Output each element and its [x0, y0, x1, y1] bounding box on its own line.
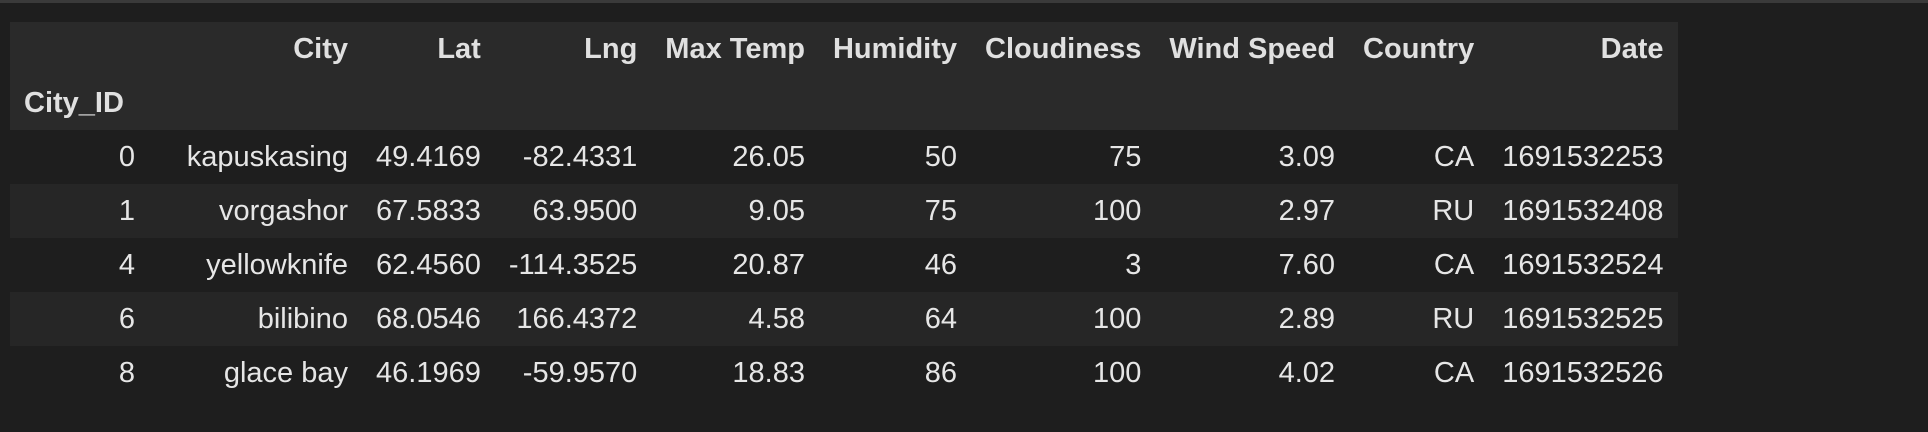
- cell-max-temp: 26.05: [651, 130, 819, 184]
- cell-date: 1691532408: [1488, 184, 1678, 238]
- cell-lat: 67.5833: [362, 184, 495, 238]
- cell-country: CA: [1349, 130, 1489, 184]
- cell-lng: 166.4372: [494, 292, 652, 346]
- cell-wind-speed: 3.09: [1155, 130, 1350, 184]
- cell-wind-speed: 7.60: [1155, 238, 1350, 292]
- dataframe-table: City Lat Lng Max Temp Humidity Cloudines…: [10, 22, 1678, 400]
- table-row: 8 glace bay 46.1969 -59.9570 18.83 86 10…: [10, 346, 1678, 400]
- cell-cloudiness: 100: [971, 292, 1156, 346]
- table-row: 1 vorgashor 67.5833 63.9500 9.05 75 100 …: [10, 184, 1678, 238]
- cell-date: 1691532524: [1488, 238, 1678, 292]
- cell-humidity: 75: [818, 184, 972, 238]
- cell-lat: 62.4560: [362, 238, 495, 292]
- cell-cloudiness: 3: [971, 238, 1156, 292]
- row-index: 4: [10, 238, 149, 292]
- row-index: 8: [10, 346, 149, 400]
- cell-humidity: 64: [818, 292, 972, 346]
- cell-country: RU: [1349, 292, 1489, 346]
- cell-date: 1691532526: [1488, 346, 1678, 400]
- cell-lng: -59.9570: [494, 346, 652, 400]
- index-row-blank: [651, 76, 819, 130]
- column-header-date: Date: [1488, 22, 1678, 76]
- cell-wind-speed: 2.97: [1155, 184, 1350, 238]
- cell-wind-speed: 2.89: [1155, 292, 1350, 346]
- cell-lat: 49.4169: [362, 130, 495, 184]
- index-row-blank: [494, 76, 652, 130]
- column-header-wind-speed: Wind Speed: [1155, 22, 1350, 76]
- column-header-lng: Lng: [494, 22, 652, 76]
- table-row: 4 yellowknife 62.4560 -114.3525 20.87 46…: [10, 238, 1678, 292]
- cell-country: CA: [1349, 346, 1489, 400]
- column-header-cloudiness: Cloudiness: [971, 22, 1156, 76]
- index-row-blank: [362, 76, 495, 130]
- table-row: 0 kapuskasing 49.4169 -82.4331 26.05 50 …: [10, 130, 1678, 184]
- column-header-humidity: Humidity: [818, 22, 972, 76]
- cell-cloudiness: 75: [971, 130, 1156, 184]
- cell-wind-speed: 4.02: [1155, 346, 1350, 400]
- cell-lng: 63.9500: [494, 184, 652, 238]
- cell-max-temp: 4.58: [651, 292, 819, 346]
- cell-max-temp: 20.87: [651, 238, 819, 292]
- row-index: 1: [10, 184, 149, 238]
- row-index: 0: [10, 130, 149, 184]
- cell-date: 1691532253: [1488, 130, 1678, 184]
- index-row-blank: [1155, 76, 1350, 130]
- column-header-row: City Lat Lng Max Temp Humidity Cloudines…: [10, 22, 1678, 76]
- index-name-header: City_ID: [10, 76, 149, 130]
- dataframe-output: City Lat Lng Max Temp Humidity Cloudines…: [10, 22, 1678, 400]
- index-row-blank: [971, 76, 1156, 130]
- cell-date: 1691532525: [1488, 292, 1678, 346]
- cell-lng: -82.4331: [494, 130, 652, 184]
- index-row-blank: [1349, 76, 1489, 130]
- top-border: [0, 0, 1928, 3]
- index-row-blank: [149, 76, 362, 130]
- cell-humidity: 50: [818, 130, 972, 184]
- cell-cloudiness: 100: [971, 184, 1156, 238]
- cell-lng: -114.3525: [494, 238, 652, 292]
- column-header-country: Country: [1349, 22, 1489, 76]
- cell-cloudiness: 100: [971, 346, 1156, 400]
- column-header-lat: Lat: [362, 22, 495, 76]
- cell-city: kapuskasing: [149, 130, 362, 184]
- index-row-blank: [1488, 76, 1678, 130]
- table-row: 6 bilibino 68.0546 166.4372 4.58 64 100 …: [10, 292, 1678, 346]
- cell-lat: 68.0546: [362, 292, 495, 346]
- column-header-city: City: [149, 22, 362, 76]
- index-row-blank: [818, 76, 972, 130]
- index-header-blank: [10, 22, 149, 76]
- cell-country: RU: [1349, 184, 1489, 238]
- cell-lat: 46.1969: [362, 346, 495, 400]
- cell-max-temp: 9.05: [651, 184, 819, 238]
- index-name-row: City_ID: [10, 76, 1678, 130]
- row-index: 6: [10, 292, 149, 346]
- column-header-max-temp: Max Temp: [651, 22, 819, 76]
- cell-country: CA: [1349, 238, 1489, 292]
- cell-city: vorgashor: [149, 184, 362, 238]
- cell-humidity: 46: [818, 238, 972, 292]
- cell-city: glace bay: [149, 346, 362, 400]
- cell-city: yellowknife: [149, 238, 362, 292]
- cell-city: bilibino: [149, 292, 362, 346]
- cell-humidity: 86: [818, 346, 972, 400]
- cell-max-temp: 18.83: [651, 346, 819, 400]
